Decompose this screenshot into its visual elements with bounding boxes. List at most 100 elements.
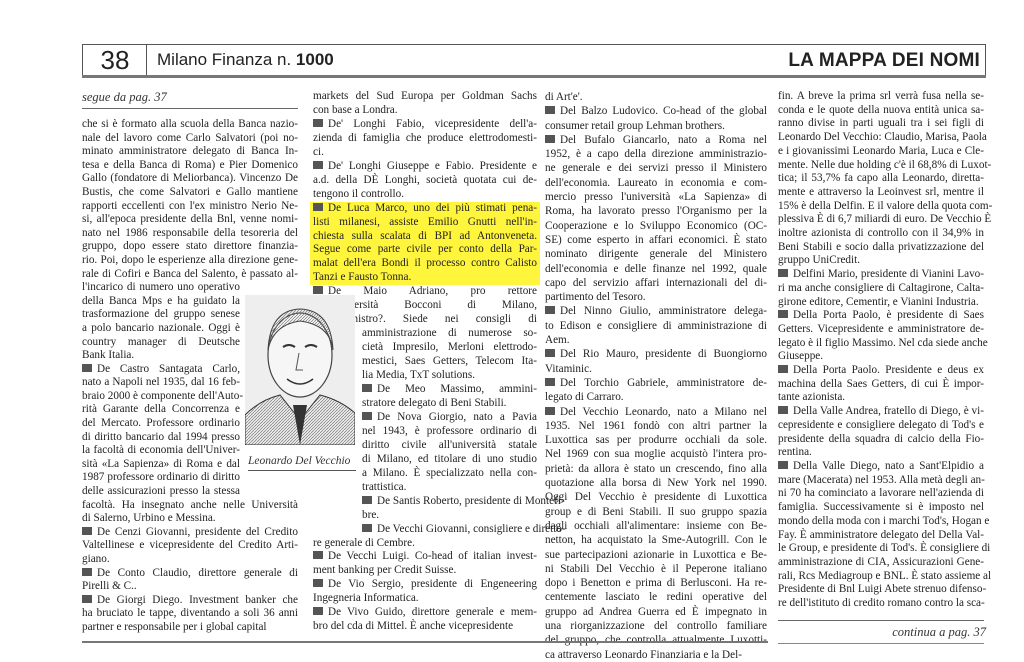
text-line: De Vecchi Giovanni, consigliere e dirett… [362, 523, 566, 537]
line-text: Tanzi e Fausto Tonna. [313, 271, 412, 284]
line-text: rale di Cofiri e Banca del Salento, è pa… [82, 267, 298, 280]
square-bullet-icon [778, 406, 788, 415]
text-line: De Cenzi Giovanni, presidente del Credit… [82, 526, 298, 540]
line-text: De Castro Santagata Carlo, [97, 362, 240, 375]
text-line: machina della Saes Getters, di cui È imp… [778, 378, 984, 392]
text-line: 1952, è a capo della direzione amministr… [545, 147, 767, 161]
line-text: trasformazione del gruppo senese [82, 308, 240, 321]
line-text: nel 1943, è professore ordinario di [362, 424, 537, 437]
text-line: a.d. della DÈ Longhi, società quotata cu… [313, 174, 537, 188]
text-line: Valtellinese e vicepresidente del Credit… [82, 539, 298, 553]
square-bullet-icon [313, 286, 323, 295]
line-text: del gruppo, che controlla attualmente Lu… [545, 634, 767, 646]
text-line: Del Rio Mauro, presidente di Buongiorno [545, 347, 767, 361]
text-line: 1987 professore ordinario di diritto [82, 471, 240, 485]
line-text: amministrazione di numerose so- [362, 327, 537, 340]
line-text: presidente della squadra di calcio della… [778, 432, 984, 445]
line-text: netton, ha acquistato la Sme-Autogrill. … [545, 534, 767, 547]
text-line: Del Vecchio Leonardo, nato a Milano nel [545, 405, 767, 419]
continued-from: segue da pag. 37 [82, 90, 167, 104]
square-bullet-icon [313, 160, 323, 169]
line-text: rali, Rcs Mediagroup e BNL. È stato assi… [778, 569, 992, 582]
text-line: Luxottica sas per produrre occhiali da s… [545, 433, 767, 447]
line-text: Beni Stabili e socio dalla privatizzazio… [778, 240, 984, 253]
line-text: 1987 professore ordinario di diritto [82, 471, 240, 484]
text-line: tesa e della Banca di Roma) e Pier Domen… [82, 159, 298, 173]
line-text: minato amministratore delegato di Banca … [82, 145, 298, 158]
line-text: quotazione alla borsa di New York nel 19… [545, 477, 767, 490]
text-line: cepresidente e consigliere delegato di T… [778, 419, 984, 433]
line-text: una riorganizzazione del controllo famil… [545, 619, 767, 632]
text-line: group e di Beni Stabili. Il suo gruppo s… [545, 505, 767, 519]
text-line: l'incarico di numero uno operativo [82, 281, 240, 295]
line-text: bro del cda di Mittel. È anche vicepresi… [313, 620, 514, 633]
square-bullet-icon [313, 551, 323, 560]
line-text: rentina. [778, 446, 812, 459]
line-text: to Edison e consigliere di amministrazio… [545, 319, 767, 332]
line-text: del Mercato. Professore ordinario [82, 417, 240, 430]
text-line: partimento del Tesoro. [545, 290, 767, 304]
text-continuation: che si è formato alla scuola della Banca… [82, 118, 298, 363]
text-line: lia Media, TxT solutions. [362, 369, 537, 383]
text-line: rapporti eccellenti con l'ex ministro Ne… [82, 200, 298, 214]
name-entry: De Nova Giorgio, nato a Pavia nel 1943, è… [313, 411, 537, 495]
text-line: Del Ninno Giulio, amministratore delega- [545, 304, 767, 318]
text-line: girone editore, Cementir, e Vianini Indu… [778, 296, 984, 310]
line-text: la facoltà di economia dell'Univer- [82, 444, 240, 457]
text-line: rità Garante della Concorrenza e [82, 403, 240, 417]
text-line: si, all'epoca presidente della Bnl, venn… [82, 213, 298, 227]
section-title: LA MAPPA DEI NOMI [788, 50, 980, 71]
square-bullet-icon [82, 363, 92, 372]
name-entry: De' Longhi Fabio, vicepresidente dell'a-… [313, 118, 537, 160]
line-text: tica; il 53,7% fa capo alla Leonardo, di… [778, 172, 984, 185]
photo-caption: Leonardo Del Vecchio [248, 455, 356, 471]
text-line: Tanzi e Fausto Tonna. [313, 271, 537, 285]
text-line: plessiva È di 6,7 miliardi di euro. De V… [778, 213, 991, 227]
name-entry: Del Balzo Ludovico. Co-head of the globa… [545, 104, 767, 133]
text-line: legato di Carraro. [545, 390, 767, 404]
name-entry: De Conto Claudio, direttore generale di P… [82, 567, 298, 594]
line-text: Luxottica sas per produrre occhiali da s… [545, 434, 767, 447]
square-bullet-icon [545, 134, 555, 143]
line-text: ex ministro?. Siede nei consigli di [313, 313, 537, 326]
issue-number: 1000 [295, 50, 334, 69]
line-text: e i giovanissimi Leonardo Maria, Luca e … [778, 144, 984, 157]
line-text: sità «La Sapienza» di Roma e dal [82, 457, 240, 470]
line-text: girone editore, Cementir, e Vianini Indu… [778, 295, 979, 308]
line-text: nominato dirigente generale del Minister… [545, 248, 767, 261]
line-text: listi milanesi, assiste Emilio Gnutti ne… [313, 215, 537, 228]
line-text: nale del lavoro come Carlo Salvatori (po… [82, 131, 298, 144]
text-line: fin. A breve la prima srl verrà fusa nel… [778, 90, 984, 104]
text-line: di Art'e'. [545, 90, 767, 104]
portrait-photo [245, 295, 355, 445]
line-text: si, all'epoca presidente della Bnl, venn… [82, 213, 298, 226]
text-line: mare (Macerata) nel 1953. Alla metà degl… [778, 474, 985, 488]
text-line: con base a Londra. [313, 104, 537, 118]
text-line: di Milano, ed titolare di uno studio [362, 453, 537, 467]
name-entry: De Luca Marco, uno dei più stimati pena-… [310, 201, 540, 286]
text-line: diritto civile all'università statale [362, 439, 537, 453]
text-line: e i giovanissimi Leonardo Maria, Luca e … [778, 145, 984, 159]
text-line: nale del lavoro come Carlo Salvatori (po… [82, 132, 298, 146]
text-line: 15% è della Delfin. E il valore della qu… [778, 200, 992, 214]
text-line: Beni Stabili e socio dalla privatizzazio… [778, 241, 984, 255]
text-line: una riorganizzazione del controllo famil… [545, 619, 767, 633]
line-text: famiglia. Successivamente si è imposto n… [778, 501, 984, 514]
line-text: cepresidente e consigliere delegato di T… [778, 418, 984, 431]
text-line: braio 2000 è componente dell'Auto- [82, 390, 243, 404]
line-text: di Salerno, Urbino e Messina. [82, 512, 216, 525]
text-line: Gallo (fondatore di Meliorbanca). Vincen… [82, 172, 298, 186]
text-line: amministrazione di numerose so- [362, 327, 537, 341]
line-text: l'incarico di numero uno operativo [82, 281, 240, 294]
text-line: trasformazione del gruppo senese [82, 308, 240, 322]
text-line: De Vivo Guido, direttore generale e mem- [313, 606, 537, 620]
name-entry: De Santis Roberto, presidente di Montefi… [313, 495, 565, 523]
line-text: Del Bufalo Giancarlo, nato a Roma nel [560, 133, 767, 146]
text-line: 1935. Nel 1961 fondò con altri partner l… [545, 419, 767, 433]
text-line: Delfini Mario, presidente di Vianini Lav… [778, 268, 984, 282]
line-text: Segue come parte civile per conto della … [313, 243, 537, 256]
line-text: Valtellinese e vicepresidente del Credit… [82, 539, 298, 552]
line-text: Roma, ha lavorato presso l'Organismo per… [545, 205, 767, 218]
name-entry: De Cenzi Giovanni, presidente del Credit… [82, 526, 298, 567]
name-entry: De Maio Adriano, pro rettore dell'Univers… [313, 285, 537, 383]
